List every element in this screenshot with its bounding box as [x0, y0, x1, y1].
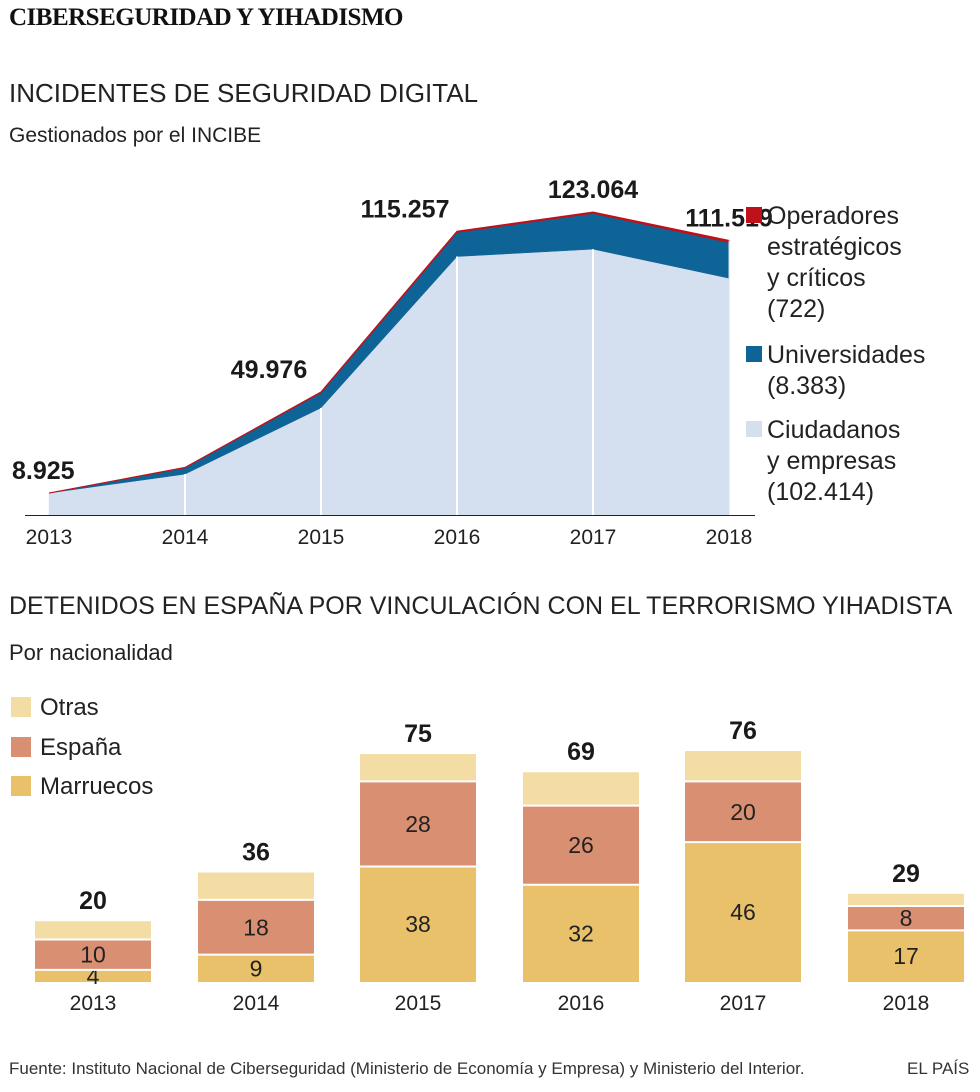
bar-x-tick-label: 2016	[558, 992, 605, 1015]
bar-x-tick-label: 2018	[883, 992, 930, 1015]
bar-total-label: 36	[242, 839, 270, 867]
bar-segment-otras	[523, 772, 639, 806]
area-total-label: 49.976	[231, 356, 307, 384]
bar-segment-label: 26	[568, 832, 594, 858]
legend-label: Ciudadanos y empresas (102.414)	[767, 416, 901, 506]
legend-swatch-universidades	[746, 346, 762, 362]
bar-segment-label: 17	[893, 943, 919, 969]
legend-swatch-marruecos	[11, 776, 31, 796]
bar-segment-label: 20	[730, 799, 756, 825]
bar-segment-otras	[360, 754, 476, 782]
bar-chart: 4102020139183620143828752015322669201646…	[35, 717, 964, 1015]
area-x-tick-label: 2014	[162, 526, 209, 549]
bar-total-label: 69	[567, 738, 595, 766]
bar-segment-espa-a	[35, 939, 151, 970]
bar-segment-label: 10	[80, 942, 106, 968]
area-total-label: 115.257	[361, 195, 450, 223]
source-note: Fuente: Instituto Nacional de Cibersegur…	[9, 1059, 805, 1078]
bar-segment-otras	[685, 750, 801, 782]
legend-swatch-otras	[11, 697, 31, 717]
bar-segment-label: 9	[250, 955, 263, 981]
bar-segment-espa-a	[360, 781, 476, 867]
bar-segment-marruecos	[685, 842, 801, 982]
area-total-label: 8.925	[12, 457, 75, 485]
bar-segment-otras	[35, 921, 151, 940]
bar-segment-espa-a	[198, 899, 314, 955]
bar-segment-label: 38	[405, 911, 431, 937]
bar-total-label: 75	[404, 720, 432, 748]
bar-x-tick-label: 2013	[70, 992, 117, 1015]
bar-total-label: 20	[79, 887, 107, 915]
bar-segment-label: 18	[243, 914, 269, 940]
legend-swatch-operadores-estrat-gicos-y-cr-ticos	[746, 207, 762, 223]
area-x-tick-label: 2015	[298, 526, 345, 549]
legend-label: Universidades (8.383)	[767, 341, 926, 400]
area-chart: 2013 2014 2015 2016 2017 2018 8.925 49.976 115.2…	[12, 176, 773, 549]
bar-x-tick-label: 2014	[233, 992, 280, 1015]
legend-swatch-ciudadanos-y-empresas	[746, 421, 762, 437]
area-x-tick-label: 2018	[706, 526, 753, 549]
bar-segment-marruecos	[35, 969, 151, 982]
bar-chart-title: DETENIDOS EN ESPAÑA POR VINCULACIÓN CON …	[9, 592, 953, 620]
area-x-tick-label: 2017	[570, 526, 617, 549]
bar-total-label: 76	[729, 717, 757, 745]
legend-label: Operadores estratégicos y críticos (722)	[767, 202, 902, 323]
bar-segment-marruecos	[523, 884, 639, 982]
bar-segment-otras	[198, 872, 314, 900]
bar-segment-label: 46	[730, 899, 756, 925]
area-chart-title: INCIDENTES DE SEGURIDAD DIGITAL	[9, 78, 479, 108]
bar-segment-marruecos	[360, 866, 476, 982]
bar-segment-label: 8	[900, 905, 913, 931]
bar-segment-marruecos	[198, 954, 314, 982]
bar-segment-label: 28	[405, 811, 431, 837]
bar-chart-subtitle: Por nacionalidad	[9, 640, 173, 665]
area-total-label: 123.064	[548, 176, 638, 204]
area-x-tick-label: 2013	[26, 526, 73, 549]
legend-label: España	[40, 734, 122, 761]
bar-segment-espa-a	[848, 906, 964, 931]
bar-segment-marruecos	[848, 930, 964, 982]
area-chart-subtitle: Gestionados por el INCIBE	[9, 124, 262, 147]
area-x-tick-label: 2016	[434, 526, 481, 549]
main-title: CIBERSEGURIDAD Y YIHADISMO	[9, 4, 404, 31]
legend-swatch-espa-a	[11, 737, 31, 757]
bar-segment-otras	[848, 893, 964, 906]
bar-segment-espa-a	[685, 781, 801, 843]
brand-label: EL PAÍS	[907, 1059, 970, 1078]
legend-label: Marruecos	[40, 773, 154, 800]
bar-segment-label: 32	[568, 920, 594, 946]
bar-total-label: 29	[892, 860, 920, 888]
bar-segment-espa-a	[523, 805, 639, 885]
legend-label: Otras	[40, 694, 99, 721]
bar-x-tick-label: 2015	[395, 992, 442, 1015]
bar-x-tick-label: 2017	[720, 992, 767, 1015]
